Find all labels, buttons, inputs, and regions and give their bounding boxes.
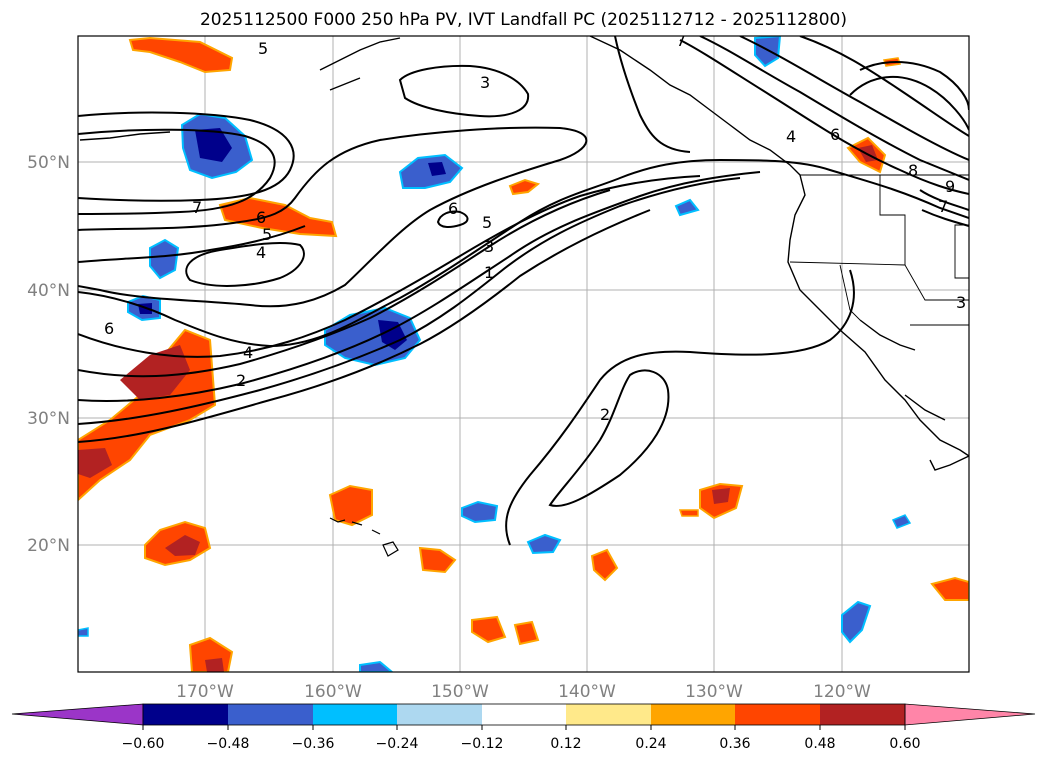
lat-tick-label: 30°N <box>27 409 70 429</box>
colorbar-tick-label: 0.24 <box>635 736 666 752</box>
colorbar-outline <box>142 703 906 726</box>
colorbar-tick-label: −0.48 <box>207 736 250 752</box>
ivt-contours <box>78 36 969 546</box>
colorbar-tick-label: 0.60 <box>889 736 920 752</box>
colorbar-tick-label: −0.36 <box>292 736 335 752</box>
contour-label: 7 <box>676 31 686 50</box>
colorbar-swatch <box>228 704 313 725</box>
lon-tick-label: 120°W <box>813 682 871 702</box>
latitude-ticks: 50°N 40°N 30°N 20°N <box>27 153 70 556</box>
contour-label: 5 <box>262 225 272 244</box>
colorbar-swatch <box>397 704 482 725</box>
lon-tick-label: 160°W <box>304 682 362 702</box>
contour-label: 5 <box>258 39 268 58</box>
hawaii-islands <box>329 517 399 557</box>
colorbar-tick-label: 0.12 <box>550 736 581 752</box>
contour-label: 1 <box>484 263 494 282</box>
contour-label: 6 <box>104 319 114 338</box>
colorbar-extend-low <box>11 703 144 726</box>
borders <box>789 174 969 326</box>
contour-label: 3 <box>484 237 494 256</box>
colorbar-tick-label: −0.60 <box>122 736 165 752</box>
longitude-ticks: 170°W 160°W 150°W 140°W 130°W 120°W <box>176 682 871 702</box>
contour-label: 6 <box>256 208 266 227</box>
contour-label: 7 <box>938 197 948 216</box>
colorbar-swatch <box>566 704 651 725</box>
contour-label: 3 <box>480 73 490 92</box>
contour-label: 3 <box>956 293 966 312</box>
contour-label: 4 <box>256 243 266 262</box>
lon-tick-label: 170°W <box>176 682 234 702</box>
lon-tick-label: 140°W <box>558 682 616 702</box>
colorbar: −0.60 −0.48 −0.36 −0.24 −0.12 0.12 0.24 … <box>11 703 1036 752</box>
contour-label: 5 <box>482 213 492 232</box>
plot-title: 2025112500 F000 250 hPa PV, IVT Landfall… <box>199 10 847 30</box>
colorbar-swatch <box>735 704 820 725</box>
colorbar-tick-label: 0.36 <box>719 736 750 752</box>
colorbar-swatch <box>482 704 566 725</box>
lon-tick-label: 150°W <box>431 682 489 702</box>
colorbar-swatch <box>143 704 228 725</box>
contour-label: 8 <box>908 161 918 180</box>
contour-label: 9 <box>945 177 955 196</box>
colorbar-tick-label: −0.24 <box>376 736 419 752</box>
pv-negative-anomalies <box>78 36 912 672</box>
lon-tick-label: 130°W <box>685 682 743 702</box>
lat-tick-label: 40°N <box>27 281 70 301</box>
coastlines <box>79 36 969 471</box>
colorbar-swatch <box>651 704 735 725</box>
contour-label: 4 <box>243 343 253 362</box>
contour-label: 2 <box>600 405 610 424</box>
colorbar-swatch <box>820 704 905 725</box>
colorbar-swatch <box>313 704 397 725</box>
contour-label: 4 <box>786 127 796 146</box>
contour-label: 6 <box>448 199 458 218</box>
contour-labels: 5 3 7 6 5 4 6 5 3 1 4 2 2 6 7 4 6 8 9 7 … <box>104 31 966 424</box>
colorbar-tick-label: −0.12 <box>461 736 504 752</box>
contour-label: 2 <box>236 371 246 390</box>
colorbar-tick-label: 0.48 <box>804 736 835 752</box>
map-frame <box>77 35 970 673</box>
map-area: 5 3 7 6 5 4 6 5 3 1 4 2 2 6 7 4 6 8 9 7 … <box>78 31 969 672</box>
colorbar-extend-high <box>904 703 1036 726</box>
contour-label: 6 <box>830 125 840 144</box>
contour-label: 7 <box>192 198 202 217</box>
lat-tick-label: 50°N <box>27 153 70 173</box>
lat-tick-label: 20°N <box>27 536 70 556</box>
